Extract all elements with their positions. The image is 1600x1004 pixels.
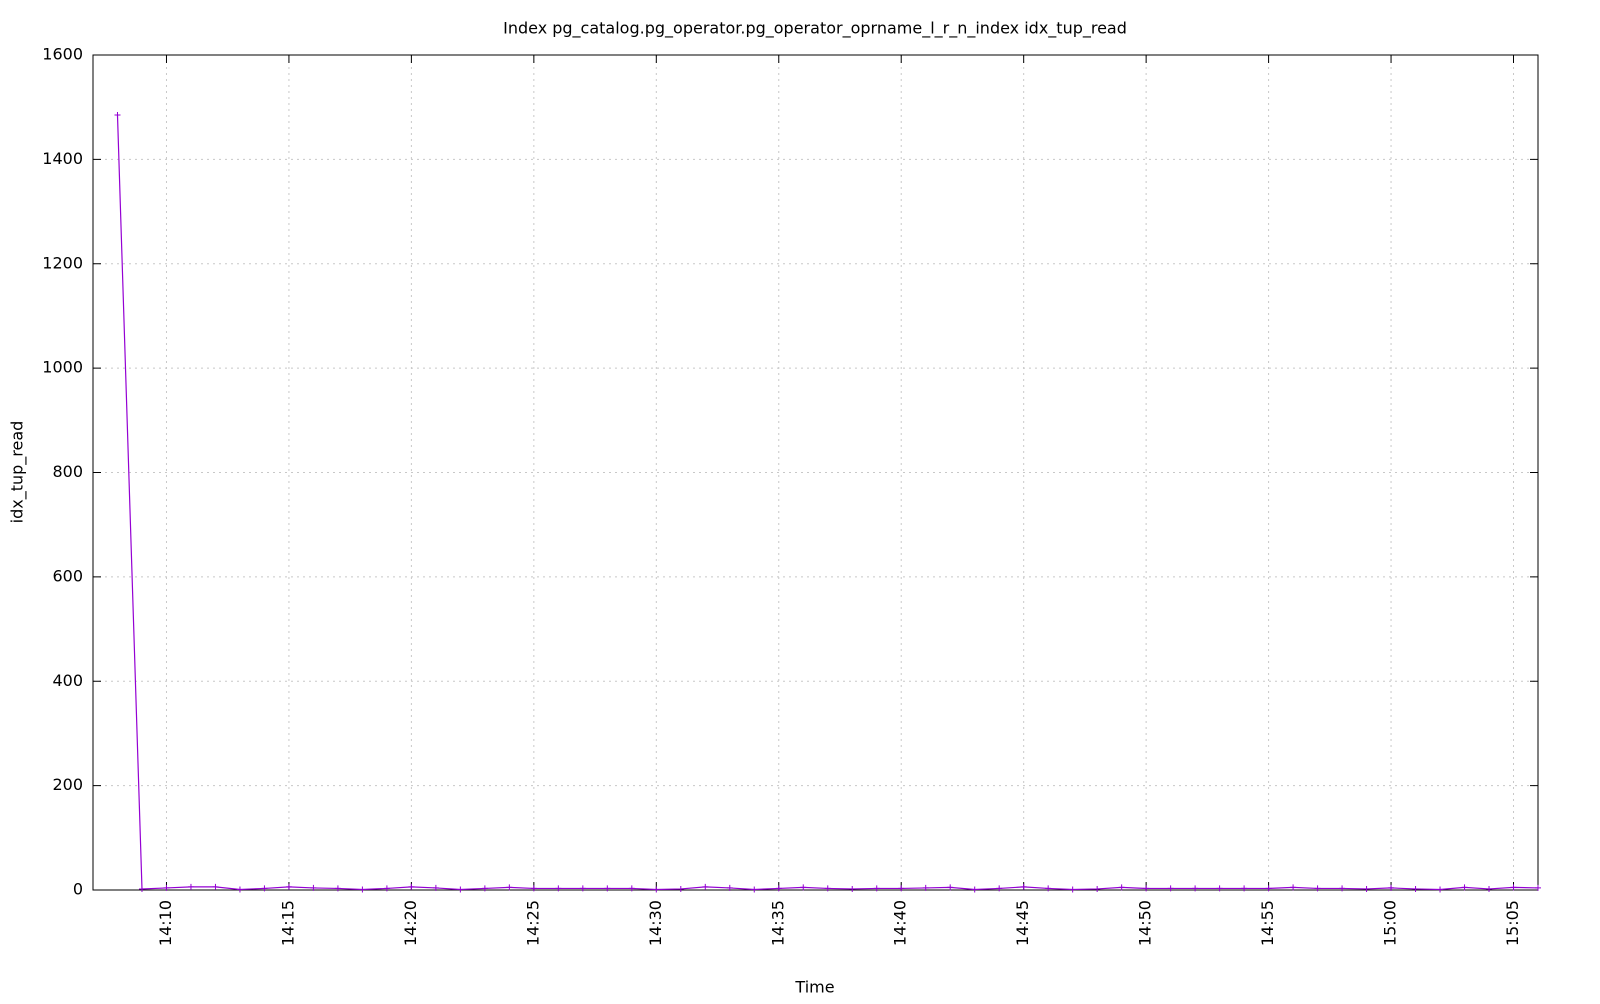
point-marker [1192, 885, 1199, 892]
point-marker [163, 884, 170, 891]
point-marker [506, 884, 513, 891]
point-marker [1094, 885, 1101, 892]
point-marker [898, 885, 905, 892]
y-tick-label: 600 [52, 566, 83, 585]
point-marker [432, 884, 439, 891]
point-marker [1265, 885, 1272, 892]
x-tick-label: 14:55 [1258, 900, 1277, 946]
point-marker [1241, 885, 1248, 892]
point-marker [1363, 885, 1370, 892]
point-marker [310, 884, 317, 891]
y-tick-label: 0 [73, 880, 83, 899]
point-marker [996, 885, 1003, 892]
x-tick-label: 14:45 [1013, 900, 1032, 946]
point-marker [1020, 883, 1027, 890]
point-marker [1510, 884, 1517, 891]
y-tick-label: 1200 [42, 253, 83, 272]
point-marker [628, 885, 635, 892]
point-marker [1314, 885, 1321, 892]
point-marker [1412, 885, 1419, 892]
point-marker [114, 112, 121, 119]
point-marker [922, 884, 929, 891]
point-marker [1461, 884, 1468, 891]
point-marker [849, 885, 856, 892]
point-marker [261, 885, 268, 892]
point-marker [555, 885, 562, 892]
y-tick-label: 800 [52, 462, 83, 481]
x-tick-label: 15:00 [1381, 900, 1400, 946]
x-axis-label: Time [794, 978, 834, 997]
point-marker [1216, 885, 1223, 892]
point-marker [677, 885, 684, 892]
point-marker [457, 886, 464, 893]
point-marker [702, 883, 709, 890]
point-marker [775, 885, 782, 892]
x-tick-label: 14:30 [646, 900, 665, 946]
x-tick-label: 14:25 [523, 900, 542, 946]
point-marker [971, 886, 978, 893]
point-marker [408, 883, 415, 890]
y-tick-label: 1400 [42, 149, 83, 168]
y-tick-label: 1000 [42, 358, 83, 377]
y-tick-label: 1600 [42, 45, 83, 64]
point-marker [236, 886, 243, 893]
x-tick-label: 14:10 [156, 900, 175, 946]
point-marker [1045, 885, 1052, 892]
point-marker [1167, 885, 1174, 892]
point-marker [947, 884, 954, 891]
point-marker [530, 885, 537, 892]
point-marker [334, 885, 341, 892]
point-marker [187, 883, 194, 890]
point-marker [138, 885, 145, 892]
point-marker [1069, 886, 1076, 893]
point-marker [800, 884, 807, 891]
x-tick-label: 15:05 [1503, 900, 1522, 946]
point-marker [604, 885, 611, 892]
point-marker [751, 886, 758, 893]
y-tick-label: 400 [52, 671, 83, 690]
point-marker [1118, 884, 1125, 891]
x-tick-label: 14:50 [1136, 900, 1155, 946]
y-axis-label: idx_tup_read [8, 421, 28, 524]
point-marker [824, 885, 831, 892]
point-marker [726, 884, 733, 891]
point-marker [285, 883, 292, 890]
point-marker [359, 886, 366, 893]
point-marker [1437, 886, 1444, 893]
point-marker [579, 885, 586, 892]
point-marker [1339, 885, 1346, 892]
x-tick-label: 14:15 [278, 900, 297, 946]
point-marker [653, 886, 660, 893]
plot-border [92, 54, 1539, 891]
point-marker [383, 885, 390, 892]
y-tick-label: 200 [52, 775, 83, 794]
point-marker [1290, 884, 1297, 891]
x-tick-label: 14:35 [768, 900, 787, 946]
chart-title: Index pg_catalog.pg_operator.pg_operator… [503, 19, 1127, 39]
x-tick-label: 14:20 [401, 900, 420, 946]
point-marker [1535, 884, 1541, 891]
point-marker [481, 885, 488, 892]
point-marker [1388, 884, 1395, 891]
point-marker [873, 885, 880, 892]
point-marker [212, 883, 219, 890]
series-line [116, 114, 1539, 891]
x-tick-label: 14:40 [891, 900, 910, 946]
point-marker [1486, 885, 1493, 892]
point-marker [1143, 885, 1150, 892]
